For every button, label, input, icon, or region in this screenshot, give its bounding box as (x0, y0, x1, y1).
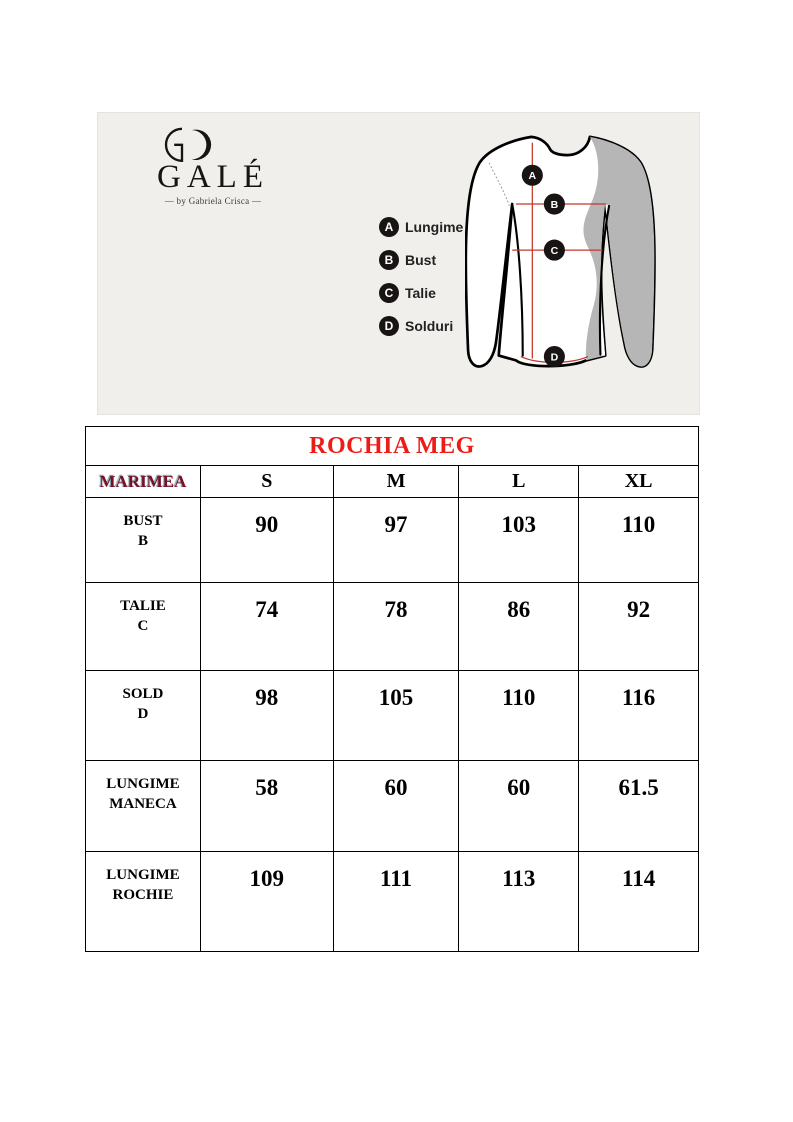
svg-text:C: C (551, 245, 559, 257)
svg-text:D: D (551, 351, 559, 363)
svg-text:B: B (551, 199, 559, 211)
svg-text:A: A (529, 170, 537, 182)
